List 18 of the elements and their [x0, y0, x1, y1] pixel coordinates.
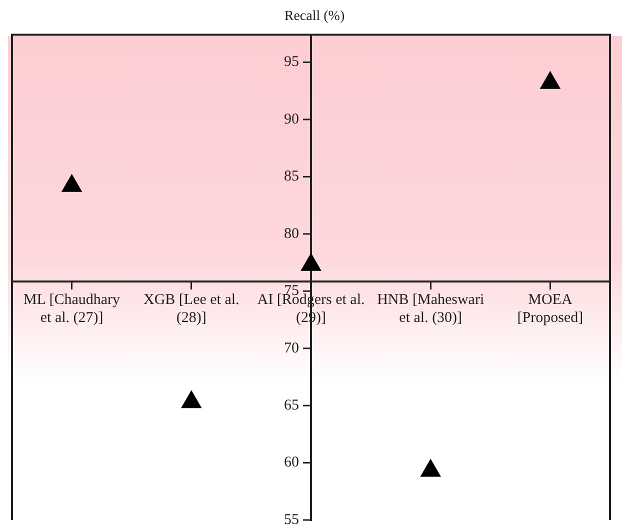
- x-tick-label: HNB [Maheswari et al. (30)]: [377, 292, 484, 326]
- y-tick-label: 60: [284, 454, 299, 471]
- y-tick-label: 95: [284, 54, 299, 70]
- y-axis-title: Recall (%): [284, 9, 345, 24]
- y-tick-label: 55: [284, 512, 299, 528]
- y-tick-label: 90: [284, 111, 299, 128]
- y-tick-label: 65: [284, 398, 299, 414]
- x-tick-label: MOEA [Proposed]: [517, 292, 584, 326]
- y-tick-label: 70: [284, 340, 299, 356]
- point: [62, 174, 82, 192]
- x-tick-label: XGB [Lee et al. (28)]: [144, 292, 240, 326]
- y-tick-label: 80: [284, 226, 299, 242]
- x-tick-label: ML [Chaudhary et al. (27)]: [24, 292, 121, 326]
- point: [181, 390, 202, 408]
- point: [420, 459, 441, 477]
- y-tick-label: 85: [284, 168, 299, 185]
- point: [540, 71, 560, 89]
- point: [300, 253, 322, 271]
